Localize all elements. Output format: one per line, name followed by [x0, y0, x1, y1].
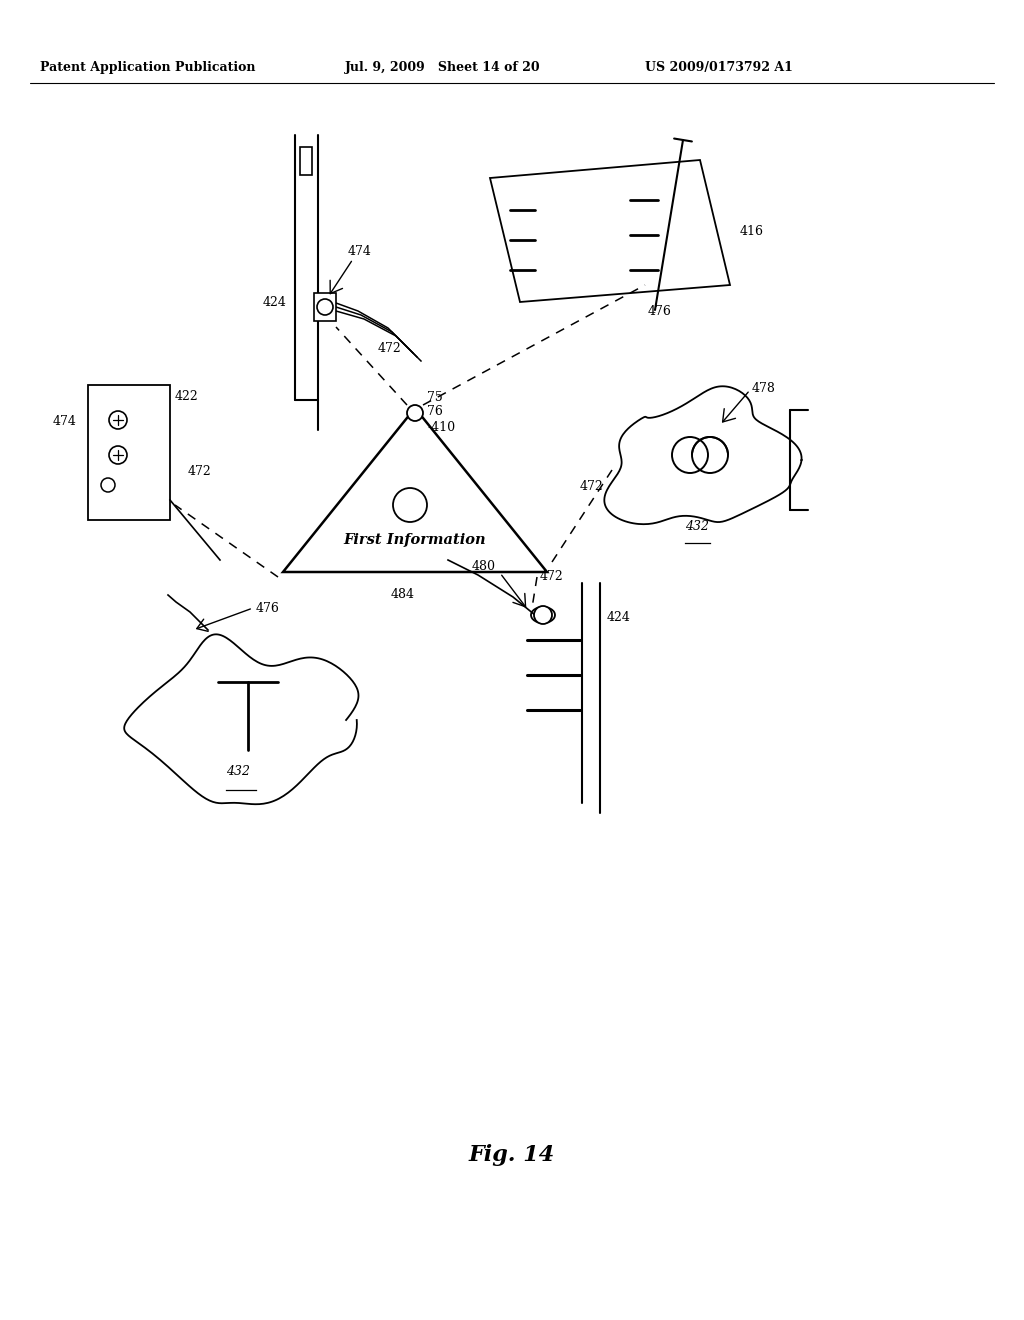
- Text: 480: 480: [472, 560, 496, 573]
- Text: 76: 76: [427, 405, 442, 418]
- Text: First Information: First Information: [344, 533, 486, 546]
- Bar: [300, 147, 312, 176]
- Text: -410: -410: [427, 421, 455, 434]
- Text: 416: 416: [740, 224, 764, 238]
- Text: 472: 472: [540, 570, 564, 583]
- Text: 424: 424: [263, 296, 287, 309]
- Text: 432: 432: [685, 520, 709, 533]
- Text: 476: 476: [256, 602, 280, 615]
- Text: 472: 472: [580, 480, 604, 492]
- Text: 478: 478: [752, 381, 776, 395]
- Bar: [314, 293, 336, 321]
- Text: 424: 424: [607, 611, 631, 624]
- Bar: [88, 385, 170, 520]
- Circle shape: [534, 606, 552, 624]
- Text: US 2009/0173792 A1: US 2009/0173792 A1: [645, 62, 793, 74]
- Text: 472: 472: [378, 342, 401, 355]
- Text: 484: 484: [391, 587, 415, 601]
- Text: 474: 474: [348, 246, 372, 257]
- Text: Patent Application Publication: Patent Application Publication: [40, 62, 256, 74]
- Text: 432: 432: [226, 766, 250, 777]
- Text: 422: 422: [175, 389, 199, 403]
- Text: 476: 476: [648, 305, 672, 318]
- Text: 474: 474: [53, 414, 77, 428]
- Text: 472: 472: [188, 465, 212, 478]
- Text: Fig. 14: Fig. 14: [469, 1144, 555, 1166]
- Circle shape: [407, 405, 423, 421]
- Text: 75: 75: [427, 391, 442, 404]
- Text: Jul. 9, 2009   Sheet 14 of 20: Jul. 9, 2009 Sheet 14 of 20: [345, 62, 541, 74]
